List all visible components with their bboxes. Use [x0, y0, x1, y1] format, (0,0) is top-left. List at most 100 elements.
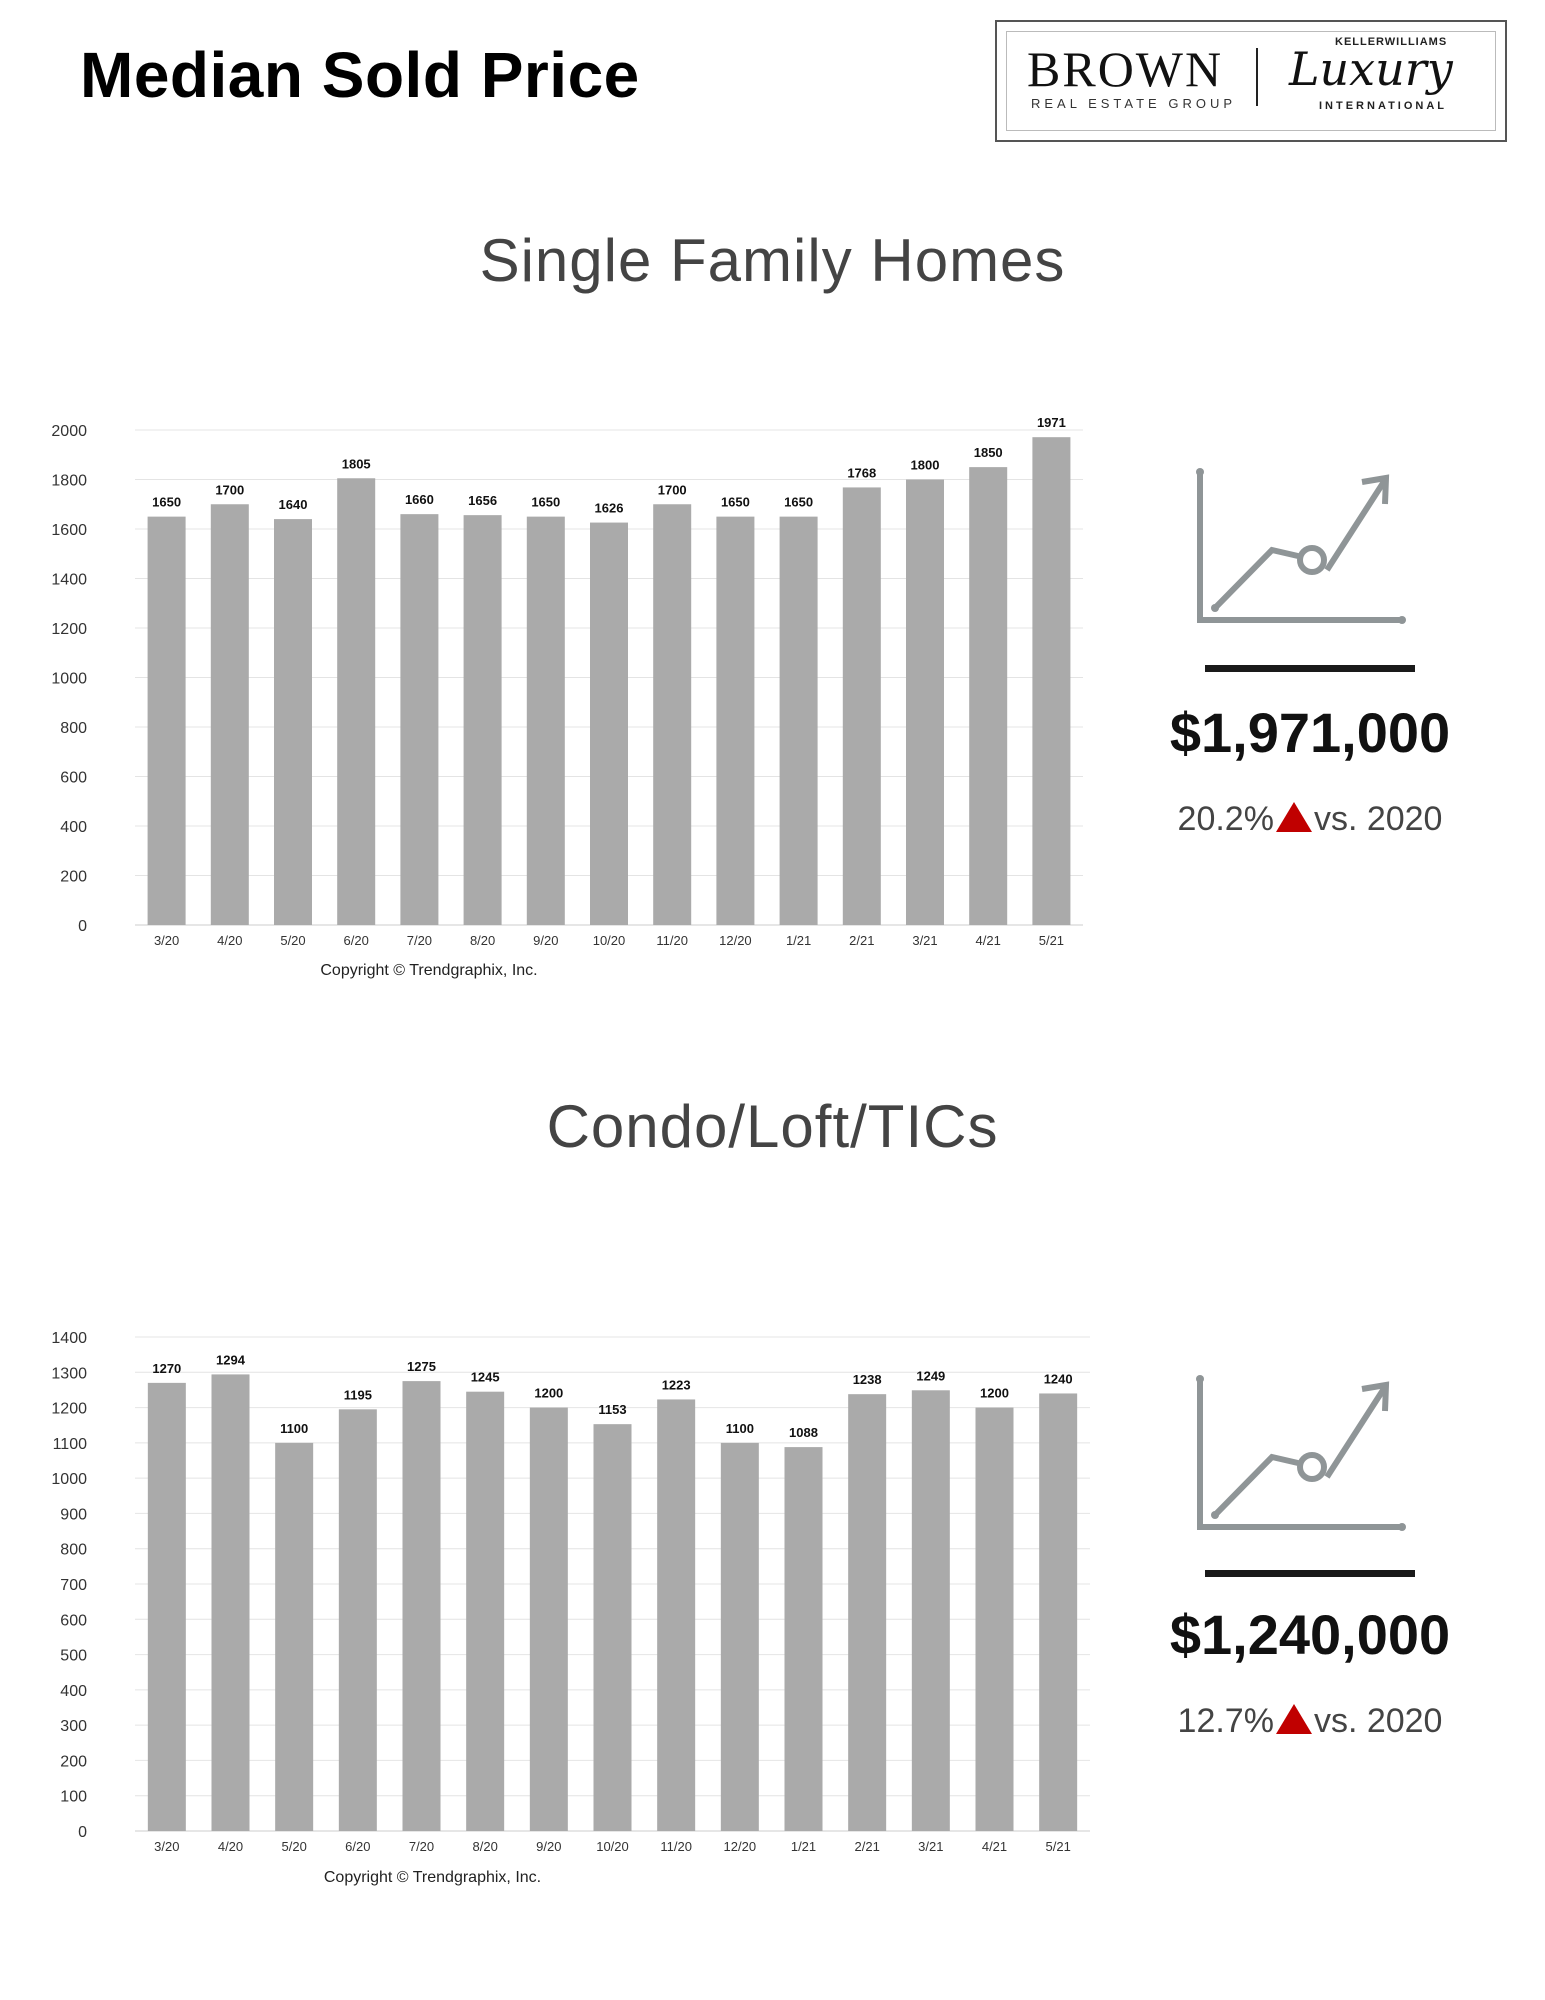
x-tick-label: 7/20	[407, 933, 432, 948]
x-tick-label: 3/21	[912, 933, 937, 948]
y-tick-label: 200	[60, 869, 87, 886]
logo-partner-top: KELLERWILLIAMS	[1335, 36, 1448, 48]
logo-frame	[1006, 31, 1496, 131]
data-label: 1850	[974, 445, 1003, 460]
bar	[842, 487, 881, 925]
y-tick-label: 1200	[51, 1401, 87, 1418]
data-label: 1088	[789, 1425, 818, 1440]
bar-chart-condo: 0 100 200 300 400 500 600 700 800 900 1000 1100 1200…	[51, 1330, 1090, 1886]
bar	[779, 516, 818, 925]
bar	[210, 504, 249, 925]
bar	[211, 1374, 250, 1831]
section-title-single-family: Single Family Homes	[479, 227, 1066, 294]
bar	[657, 1399, 696, 1831]
y-tick-label: 1100	[53, 1436, 88, 1453]
data-label: 1100	[726, 1421, 754, 1436]
y-tick-label: 1200	[51, 621, 87, 638]
data-label: 1195	[344, 1387, 372, 1402]
bar	[1039, 1393, 1078, 1831]
x-tick-label: 6/20	[345, 1839, 370, 1854]
x-tick-label: 1/21	[791, 1839, 816, 1854]
bar	[1032, 437, 1071, 925]
data-label: 1200	[980, 1386, 1009, 1401]
bar	[593, 1424, 632, 1831]
data-label: 1275	[407, 1359, 436, 1374]
data-label: 1660	[405, 492, 434, 507]
x-tick-label: 8/20	[473, 1839, 498, 1854]
bar	[653, 504, 692, 925]
bar	[463, 515, 502, 925]
stat-suffix: vs. 2020	[1313, 1702, 1443, 1740]
bar	[716, 516, 755, 925]
bar	[147, 516, 186, 925]
logo-partner-main: Luxury	[1289, 42, 1453, 96]
x-tick-label: 3/20	[154, 933, 179, 948]
x-tick-label: 4/20	[217, 933, 242, 948]
x-tick-label: 12/20	[724, 1839, 757, 1854]
bar	[400, 514, 439, 925]
data-label: 1626	[595, 501, 624, 516]
bar	[720, 1442, 759, 1831]
stat-change-single-family: 20.2% vs. 2020	[1110, 800, 1510, 839]
stat-value-condo: $1,240,000	[1169, 1603, 1451, 1666]
x-tick-label: 2/21	[855, 1839, 880, 1854]
stat-change-condo: 12.7% vs. 2020	[1110, 1702, 1510, 1741]
brand-logo: BROWN REAL ESTATE GROUP KELLERWILLIAMS L…	[995, 20, 1507, 142]
data-label: 1650	[152, 495, 181, 510]
data-label: 1245	[471, 1370, 500, 1385]
bar	[275, 1442, 314, 1831]
page-title: Median Sold Price	[80, 39, 640, 111]
bar	[529, 1407, 568, 1831]
data-label: 1153	[598, 1402, 626, 1417]
data-label: 1249	[916, 1368, 945, 1383]
y-tick-label: 2000	[51, 423, 87, 440]
y-tick-label: 600	[60, 770, 87, 787]
x-tick-label: 4/21	[976, 933, 1001, 948]
y-tick-label: 1600	[51, 522, 87, 539]
bar	[969, 467, 1008, 925]
y-tick-label: 400	[60, 819, 87, 836]
data-label: 1700	[658, 482, 687, 497]
section-title-condo: Condo/Loft/TICs	[546, 1093, 999, 1160]
bar	[402, 1381, 441, 1831]
data-label: 1294	[216, 1352, 246, 1367]
stat-suffix: vs. 2020	[1313, 800, 1443, 838]
stat-value-single-family: $1,971,000	[1169, 701, 1451, 764]
y-tick-label: 500	[60, 1648, 87, 1665]
x-tick-label: 1/21	[786, 933, 811, 948]
y-tick-label: 1400	[51, 572, 87, 589]
data-label: 1656	[468, 493, 497, 508]
y-tick-label: 0	[78, 1824, 87, 1841]
y-tick-label: 1000	[51, 671, 87, 688]
bar	[784, 1447, 823, 1831]
stat-pct: 12.7%	[1177, 1702, 1274, 1740]
y-tick-label: 100	[60, 1789, 87, 1806]
x-tick-label: 5/21	[1039, 933, 1064, 948]
bar	[274, 519, 312, 925]
stat-divider	[1205, 665, 1415, 672]
x-tick-label: 3/20	[154, 1839, 179, 1854]
y-tick-label: 1400	[51, 1330, 87, 1347]
y-tick-label: 1000	[51, 1471, 87, 1488]
chart-caption: Copyright © Trendgraphix, Inc.	[320, 962, 537, 979]
y-tick-label: 800	[60, 720, 87, 737]
bar	[911, 1390, 950, 1831]
y-tick-label: 300	[60, 1718, 87, 1735]
y-tick-label: 800	[60, 1542, 87, 1559]
x-tick-label: 5/21	[1046, 1839, 1071, 1854]
x-tick-label: 5/20	[280, 933, 305, 948]
logo-divider	[1256, 48, 1258, 106]
bar-chart-single-family: 0 200 400 600 800 1000 1200 1400 1600 1800 2000 165…	[51, 415, 1083, 979]
x-tick-label: 6/20	[344, 933, 369, 948]
bar	[466, 1391, 505, 1831]
x-tick-label: 11/20	[656, 933, 688, 948]
bar	[975, 1407, 1014, 1831]
y-tick-label: 1300	[51, 1365, 87, 1382]
y-tick-label: 900	[60, 1506, 87, 1523]
x-tick-label: 2/21	[849, 933, 874, 948]
chart-caption: Copyright © Trendgraphix, Inc.	[324, 1869, 541, 1886]
data-label: 1270	[152, 1361, 181, 1376]
data-label: 1240	[1044, 1371, 1073, 1386]
data-label: 1100	[280, 1421, 308, 1436]
y-tick-label: 200	[60, 1753, 87, 1770]
